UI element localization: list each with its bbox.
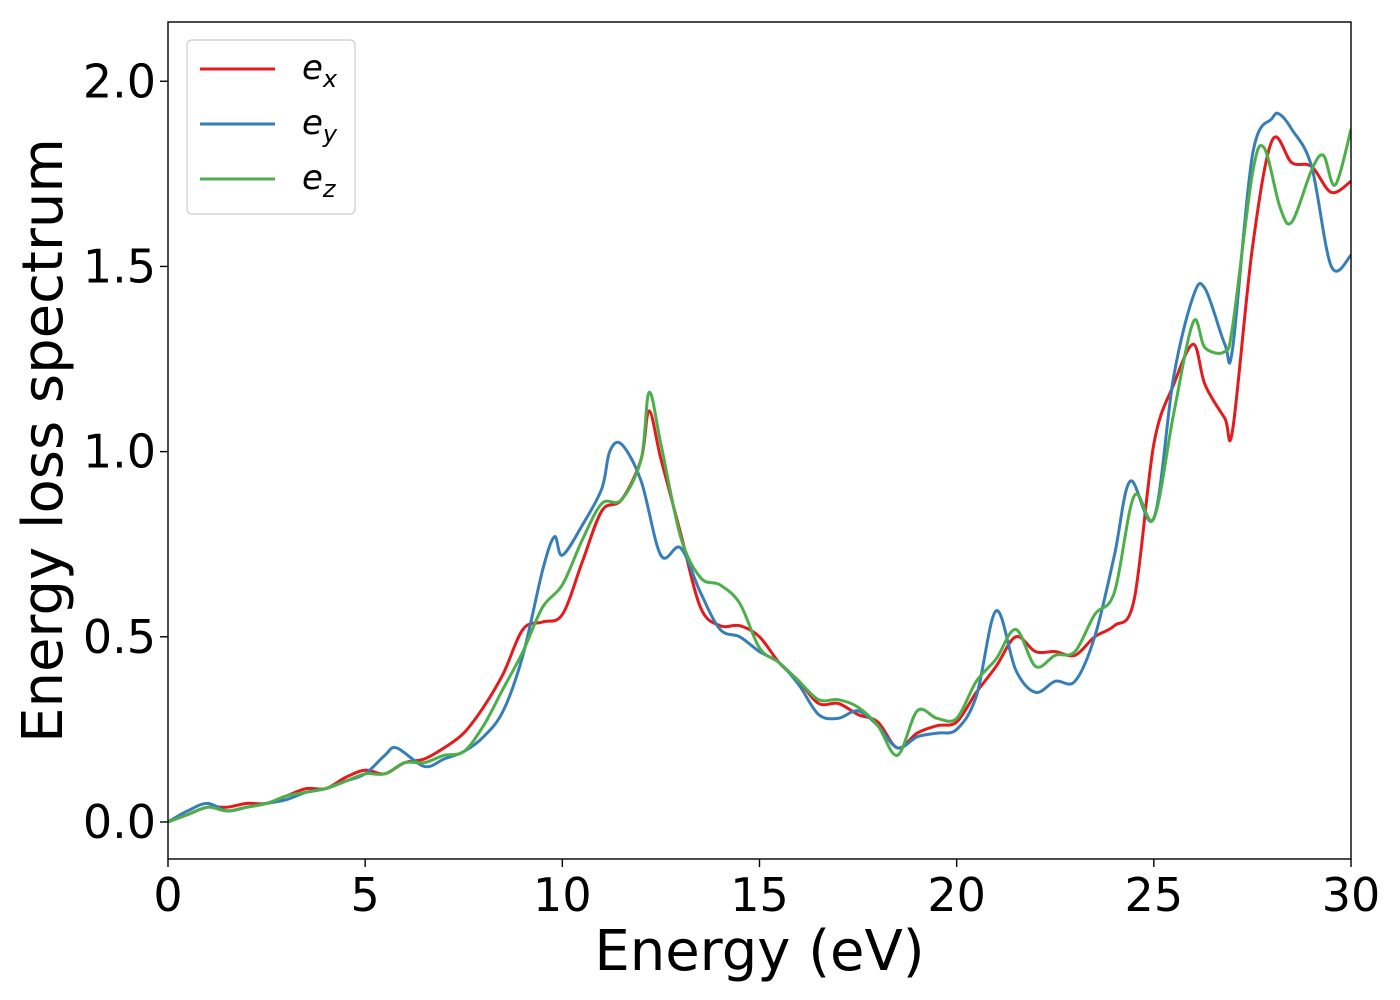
legend-label-z: ez	[302, 158, 337, 203]
y-tick-label: 1.0	[83, 425, 156, 479]
legend-label-y: ey	[302, 103, 338, 148]
y-tick-label: 0.0	[83, 795, 156, 849]
x-tick-label: 25	[1125, 868, 1184, 922]
y-axis-ticks: 0.0 0.5 1.0 1.5 2.0	[83, 54, 168, 849]
y-tick-label: 1.5	[83, 239, 156, 293]
legend-label-x: ex	[302, 48, 338, 93]
plot-content	[168, 111, 1351, 824]
x-axis-ticks: 0 5 10 15 20 25 30	[153, 859, 1380, 922]
legend-entries: ex ey ez	[200, 48, 338, 203]
series-line-y	[168, 111, 1351, 824]
x-tick-label: 5	[351, 868, 380, 922]
legend-box	[186, 39, 356, 215]
series-line-z	[168, 127, 1351, 824]
series-line-x	[168, 135, 1351, 824]
x-tick-label: 0	[153, 868, 182, 922]
x-tick-label: 15	[730, 868, 789, 922]
x-axis-title: Energy (eV)	[594, 919, 924, 984]
y-tick-label: 0.5	[83, 610, 156, 664]
x-tick-label: 10	[533, 868, 592, 922]
x-tick-label: 30	[1322, 868, 1381, 922]
legend: ex ey ez	[186, 39, 356, 215]
y-tick-label: 2.0	[83, 54, 156, 108]
y-axis-title: Energy loss spectrum	[11, 138, 76, 743]
x-tick-label: 20	[927, 868, 986, 922]
